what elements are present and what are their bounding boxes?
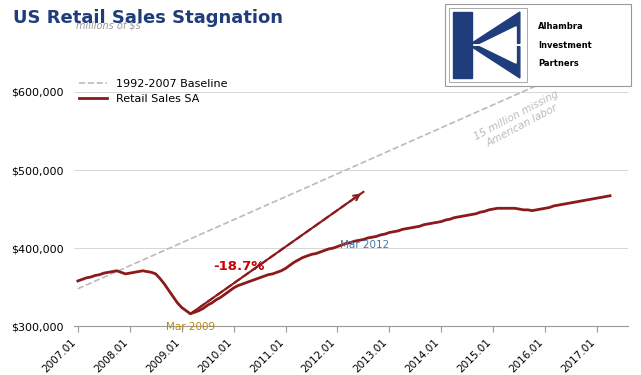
Polygon shape bbox=[472, 46, 520, 78]
Text: US Retail Sales Stagnation: US Retail Sales Stagnation bbox=[13, 9, 283, 27]
Text: Mar 2012: Mar 2012 bbox=[340, 240, 389, 250]
Text: -18.7%: -18.7% bbox=[213, 260, 264, 273]
Text: Mar 2009: Mar 2009 bbox=[166, 322, 215, 332]
Text: Investment: Investment bbox=[538, 40, 592, 50]
Text: millions of $s: millions of $s bbox=[76, 21, 141, 31]
Legend: 1992-2007 Baseline, Retail Sales SA: 1992-2007 Baseline, Retail Sales SA bbox=[79, 79, 228, 104]
Bar bbox=[449, 8, 528, 82]
Text: 15 million missing
American labor: 15 million missing American labor bbox=[472, 89, 566, 153]
Polygon shape bbox=[472, 12, 520, 44]
Polygon shape bbox=[453, 12, 472, 78]
Polygon shape bbox=[479, 27, 516, 63]
Text: Partners: Partners bbox=[538, 58, 579, 68]
Text: Alhambra: Alhambra bbox=[538, 22, 584, 32]
